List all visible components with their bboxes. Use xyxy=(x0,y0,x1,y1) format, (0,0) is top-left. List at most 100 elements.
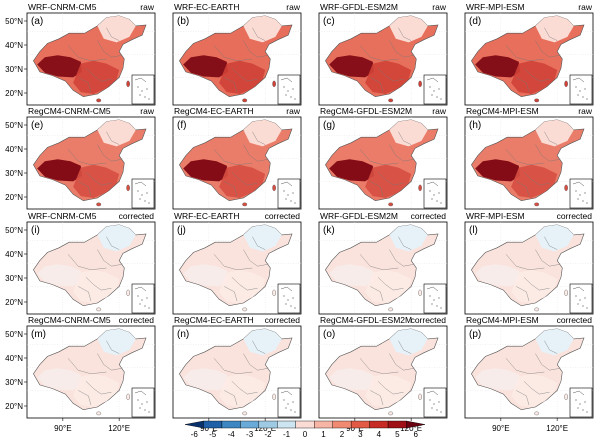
panel-model-name: RegCM4-CNRM-CM5 xyxy=(28,106,111,116)
panel-label: (a) xyxy=(31,16,43,27)
colorbar-tick-label: 3 xyxy=(358,430,363,437)
lat-tick-label: 20°N xyxy=(5,402,23,411)
inset-island xyxy=(292,297,294,299)
province-boundary xyxy=(231,68,258,82)
colorbar-swatch xyxy=(277,420,296,429)
province-boundary xyxy=(224,181,238,197)
panel-label: (k) xyxy=(323,225,335,236)
panel-model-name: WRF-MPI-ESM xyxy=(466,211,525,221)
south-china-sea-inset xyxy=(131,74,155,105)
plateau-region xyxy=(37,55,82,78)
lat-tick-label: 40°N xyxy=(5,354,23,363)
province-boundary xyxy=(213,149,253,166)
south-china-sea-inset xyxy=(569,178,593,209)
inset-island xyxy=(586,98,588,100)
inset-island xyxy=(294,98,296,100)
panel-status: raw xyxy=(286,106,301,116)
panel-label: (m) xyxy=(31,329,46,340)
panel-status: raw xyxy=(578,106,593,116)
panel-status: corrected xyxy=(265,315,301,325)
panel-label: (p) xyxy=(469,329,481,340)
plateau-region xyxy=(37,159,82,182)
province-boundary xyxy=(535,40,560,58)
inset-island xyxy=(440,411,442,413)
province-boundary xyxy=(523,68,550,82)
lat-tick-label: 30°N xyxy=(5,274,23,283)
province-boundary xyxy=(243,40,268,58)
lat-tick-label: 40°N xyxy=(5,250,23,259)
island-taiwan xyxy=(564,184,568,192)
inset-island xyxy=(283,190,285,192)
colorbar-tick-label: 4 xyxy=(377,430,382,437)
island-hainan xyxy=(388,307,394,312)
inset-island xyxy=(146,88,148,90)
inset-island xyxy=(575,190,577,192)
inset-coastline xyxy=(280,181,293,187)
northeast-region xyxy=(535,224,574,252)
province-boundary xyxy=(252,131,266,145)
inset-island xyxy=(579,194,581,196)
inset-coastline xyxy=(572,286,585,292)
northeast-region xyxy=(243,15,282,43)
province-boundary xyxy=(523,277,550,291)
island-taiwan xyxy=(126,289,130,297)
inset-island xyxy=(294,202,296,204)
province-boundary xyxy=(535,353,560,371)
inset-island xyxy=(438,297,440,299)
map-panel-n: RegCM4-EC-EARTH corrected (n) 90°E 120°E xyxy=(172,315,302,433)
plateau-region xyxy=(37,368,82,391)
province-boundary xyxy=(523,381,550,395)
province-boundary xyxy=(505,149,545,166)
province-boundary xyxy=(544,131,558,145)
inset-island xyxy=(137,295,139,297)
south-china-sea-inset xyxy=(131,178,155,209)
map-panel-c: WRF-GFDL-ESM2M raw (c) xyxy=(318,2,448,106)
lon-tick-label: 120°E xyxy=(546,424,568,433)
island-hainan xyxy=(388,98,394,103)
inset-island xyxy=(144,305,146,307)
inset-island xyxy=(579,299,581,301)
island-hainan xyxy=(96,98,102,103)
northeast-region xyxy=(243,119,282,147)
province-boundary xyxy=(252,340,266,354)
province-boundary xyxy=(78,390,92,406)
province-boundary xyxy=(359,358,399,375)
inset-island xyxy=(436,96,438,98)
province-boundary xyxy=(516,77,530,93)
province-boundary xyxy=(224,77,238,93)
island-taiwan xyxy=(418,184,422,192)
northeast-region xyxy=(97,15,136,43)
inset-island xyxy=(584,88,586,90)
province-boundary xyxy=(359,149,399,166)
province-boundary xyxy=(398,340,412,354)
south-china-sea-inset xyxy=(277,74,301,105)
inset-island xyxy=(438,88,440,90)
panel-status: corrected xyxy=(557,211,593,221)
island-hainan xyxy=(96,307,102,312)
south-china-sea-inset xyxy=(423,283,447,314)
inset-island xyxy=(141,194,143,196)
south-china-sea-inset xyxy=(423,178,447,209)
panel-status: raw xyxy=(578,2,593,12)
map-panel-j: WRF-EC-EARTH corrected (j) xyxy=(172,211,302,315)
province-boundary xyxy=(398,27,412,41)
colorbar-swatch xyxy=(295,420,315,429)
inset-island xyxy=(285,407,287,409)
province-boundary xyxy=(85,68,112,82)
province-boundary xyxy=(505,254,545,271)
inset-island xyxy=(440,202,442,204)
inset-island xyxy=(433,90,435,92)
inset-island xyxy=(584,297,586,299)
colorbar-swatch xyxy=(406,420,426,429)
inset-coastline xyxy=(134,77,147,83)
northeast-region xyxy=(97,224,136,252)
colorbar-tick-label: -6 xyxy=(191,430,199,437)
province-boundary xyxy=(106,131,120,145)
south-china-sea-inset xyxy=(277,283,301,314)
map-panel-a: WRF-CNRM-CM5 raw (a) 50°N 40°N 30°N 20°N xyxy=(5,2,156,106)
inset-island xyxy=(141,90,143,92)
panel-label: (b) xyxy=(177,16,189,27)
island-taiwan xyxy=(272,80,276,88)
province-boundary xyxy=(224,390,238,406)
province-boundary xyxy=(243,249,268,267)
